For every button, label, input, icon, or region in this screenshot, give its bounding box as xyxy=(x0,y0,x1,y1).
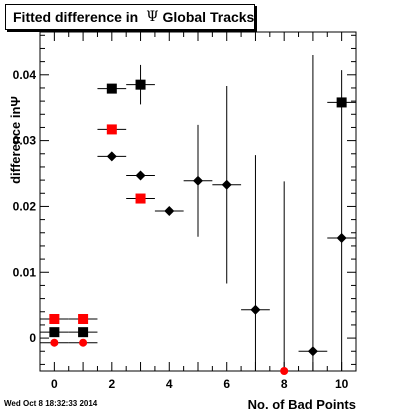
data-point-diamond xyxy=(307,346,318,357)
data-point-square xyxy=(49,313,60,324)
data-point-square xyxy=(106,124,117,135)
x-tick-label: 10 xyxy=(335,377,349,391)
chart-title-prefix: Fitted difference in xyxy=(13,9,139,25)
data-point-diamond xyxy=(336,233,347,244)
chart-title-box: Fitted difference in Ψ Global Tracks xyxy=(5,4,255,30)
data-point-square xyxy=(135,79,146,90)
chart-title-suffix: Global Tracks xyxy=(162,9,255,25)
data-point-diamond xyxy=(106,151,117,162)
y-tick-label: 0 xyxy=(29,331,36,345)
x-tick-label: 4 xyxy=(166,377,173,391)
x-tick-label: 2 xyxy=(108,377,115,391)
data-point-square xyxy=(78,327,89,338)
data-point-square xyxy=(49,327,60,338)
data-point-circle xyxy=(50,338,59,347)
psi-symbol: Ψ xyxy=(146,9,159,25)
y-tick-label: 0.01 xyxy=(13,265,37,279)
data-point-diamond xyxy=(193,175,203,186)
x-axis-label: No. of Bad Points xyxy=(248,397,356,412)
data-point-square xyxy=(135,193,146,204)
y-axis-label: difference inΨ xyxy=(8,96,23,184)
data-point-diamond xyxy=(250,304,261,315)
y-tick-label: 0.03 xyxy=(13,134,37,148)
x-tick-label: 8 xyxy=(281,377,288,391)
x-tick-label: 0 xyxy=(51,377,58,391)
data-point-square xyxy=(106,83,117,94)
data-point-diamond xyxy=(135,170,146,181)
data-point-circle xyxy=(280,367,289,375)
data-point-diamond xyxy=(164,206,175,217)
data-point-diamond xyxy=(221,179,232,190)
y-tick-label: 0.04 xyxy=(13,68,37,82)
x-tick-label: 6 xyxy=(223,377,230,391)
data-point-square xyxy=(78,313,89,324)
timestamp: Wed Oct 8 18:32:33 2014 xyxy=(4,399,98,408)
y-tick-label: 0.02 xyxy=(13,199,37,213)
data-point-square xyxy=(336,97,347,108)
data-point-circle xyxy=(79,338,88,347)
